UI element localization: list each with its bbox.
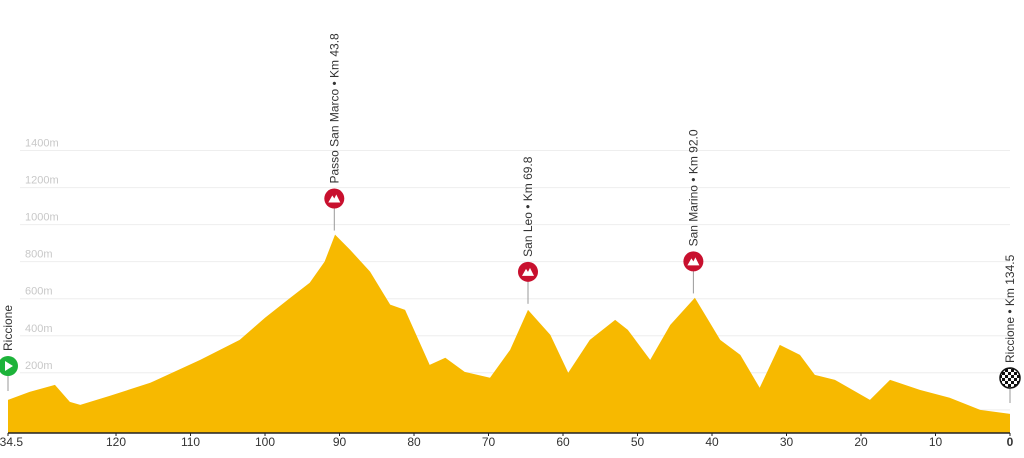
- x-tick-label: 80: [407, 435, 421, 449]
- marker-label: San Marino • Km 92.0: [686, 129, 700, 246]
- y-tick-label: 400m: [25, 323, 53, 335]
- marker-label: Passo San Marco • Km 43.8: [327, 33, 341, 184]
- x-tick-label: 40: [705, 435, 719, 449]
- x-tick-label: 134.5: [0, 435, 23, 449]
- y-tick-label: 200m: [25, 360, 53, 372]
- climb-glyph: [521, 267, 534, 276]
- climb-glyph: [328, 194, 341, 203]
- marker-label: Riccione • Km 134.5: [1003, 254, 1017, 363]
- y-tick-label: 600m: [25, 286, 53, 298]
- x-tick-label: 110: [181, 435, 200, 449]
- x-tick-label: 20: [854, 435, 868, 449]
- x-tick-label: 120: [106, 435, 126, 449]
- marker-label: San Leo • Km 69.8: [521, 156, 535, 257]
- x-tick-label: 90: [333, 435, 347, 449]
- marker-label: Riccione: [1, 305, 15, 351]
- x-tick-label: 70: [482, 435, 496, 449]
- finish-icon: [999, 367, 1021, 389]
- x-tick-label: 0: [1007, 435, 1014, 449]
- y-tick-label: 1000m: [25, 212, 59, 224]
- x-tick-label: 30: [780, 435, 794, 449]
- x-tick-label: 50: [631, 435, 645, 449]
- x-tick-label: 60: [556, 435, 570, 449]
- climb-glyph: [687, 257, 700, 266]
- y-tick-label: 1200m: [25, 175, 59, 187]
- y-tick-label: 1400m: [25, 138, 59, 150]
- start-glyph: [5, 361, 13, 371]
- elevation-area: [8, 234, 1010, 433]
- y-tick-label: 800m: [25, 249, 53, 261]
- x-tick-label: 10: [929, 435, 943, 449]
- x-tick-label: 100: [255, 435, 275, 449]
